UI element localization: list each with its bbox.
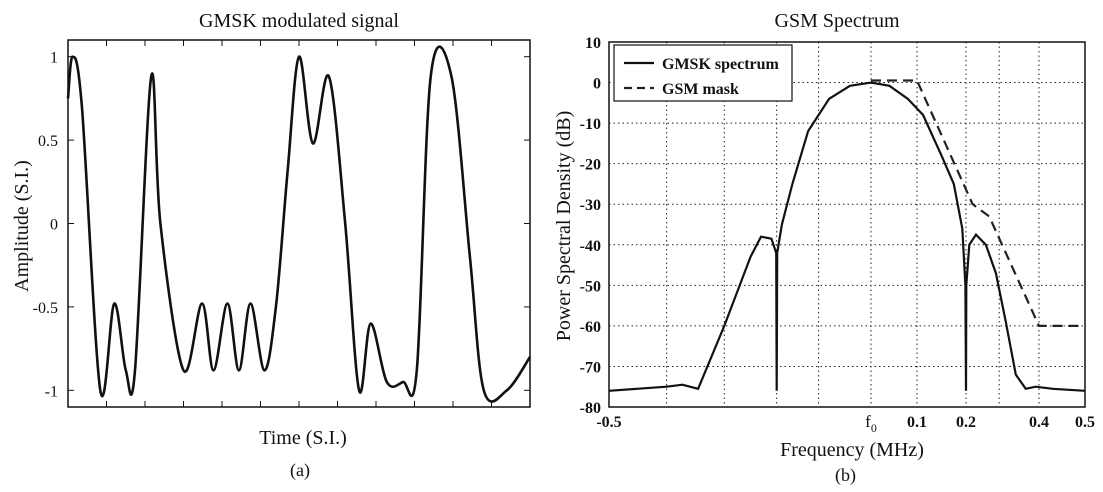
chart-a-ytick-label: 0 <box>50 217 58 234</box>
chart-b-ytick-label: -50 <box>580 278 601 295</box>
chart-gsm-spectrum: GSM Spectrum 10 0 -10 -20 -30 -40 -50 -60 -70 -80… <box>553 10 1095 461</box>
chart-b-ytick-label: 0 <box>593 76 601 93</box>
caption-b: (b) <box>835 465 856 485</box>
chart-a-ytick-label: -1 <box>45 383 58 400</box>
legend-label-mask: GSM mask <box>662 81 739 98</box>
chart-a-ytick-label: -0.5 <box>33 300 58 317</box>
legend-label-gmsk: GMSK spectrum <box>662 56 780 73</box>
chart-b-ytick-label: -40 <box>580 238 601 255</box>
series-gsm-mask <box>871 79 1085 327</box>
chart-b-xtick-label: 0.2 <box>956 414 976 431</box>
chart-b-ytick-label: -20 <box>580 157 601 174</box>
chart-b-xtick-label: -0.5 <box>596 414 621 431</box>
chart-b-ytick-label: -60 <box>580 319 601 336</box>
chart-a-ticks <box>68 40 530 407</box>
chart-b-ylabel: Power Spectral Density (dB) <box>553 111 575 342</box>
chart-b-tick-labels: 10 0 -10 -20 -30 -40 -50 -60 -70 -80-0.5 f0 0.1 0.2 0… <box>580 35 1095 435</box>
chart-a-xlabel: Time (S.I.) <box>259 427 347 449</box>
caption-a: (a) <box>290 460 310 480</box>
chart-b-ytick-label: -70 <box>580 359 601 376</box>
chart-b-xlabel: Frequency (MHz) <box>780 439 924 461</box>
chart-b-ytick-label: -10 <box>580 116 601 133</box>
series-gmsk-waveform <box>66 45 532 403</box>
chart-a-ytick-label: 0.5 <box>38 133 58 150</box>
chart-b-ytick-label: 10 <box>585 35 601 52</box>
chart-a-tick-labels: 1 0.5 0 -0.5 -1 <box>33 50 58 401</box>
chart-b-xtick-label: f0 <box>865 412 877 435</box>
chart-a-ytick-label: 1 <box>50 50 58 67</box>
legend-box <box>613 44 793 102</box>
chart-b-xtick-label: 0.4 <box>1029 414 1049 431</box>
chart-gmsk-signal: GMSK modulated signal 1 0.5 0 -0.5 -1 Amplit… <box>11 10 532 449</box>
chart-b-xtick-label: 0.5 <box>1075 414 1095 431</box>
chart-b-plot-frame <box>608 41 1086 408</box>
legend: GMSK spectrum GSM mask <box>613 44 793 102</box>
chart-a-ylabel: Amplitude (S.I.) <box>11 160 33 292</box>
chart-a-title: GMSK modulated signal <box>199 10 399 32</box>
chart-b-ytick-label: -80 <box>580 400 601 417</box>
chart-b-ytick-label: -30 <box>580 197 601 214</box>
series-gmsk-spectrum <box>608 81 1086 392</box>
chart-b-xtick-label: 0.1 <box>907 414 927 431</box>
chart-b-title: GSM Spectrum <box>775 10 900 32</box>
